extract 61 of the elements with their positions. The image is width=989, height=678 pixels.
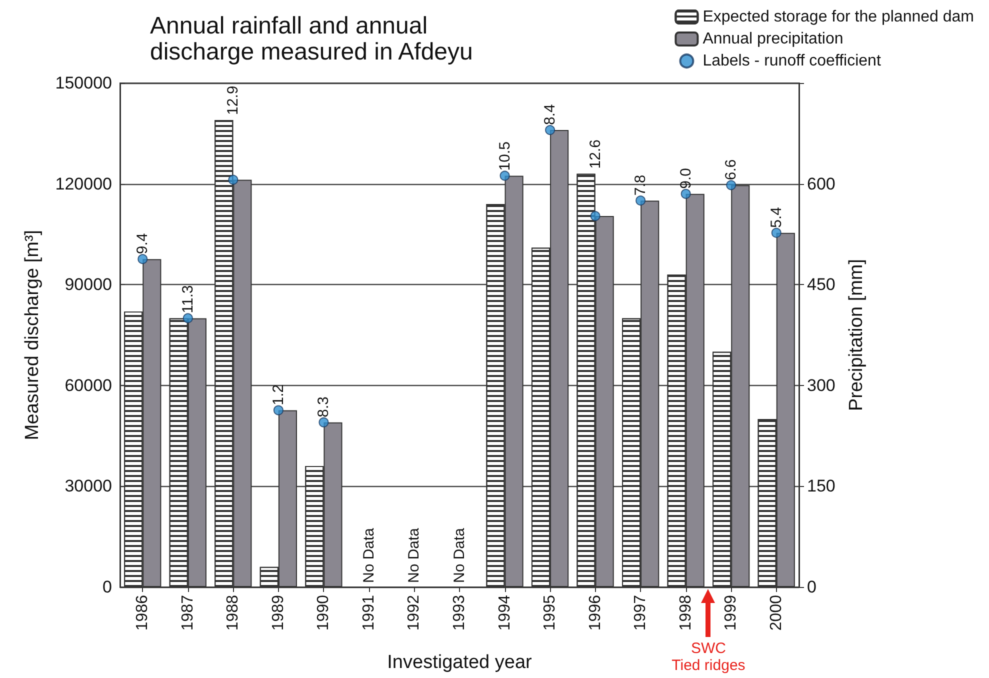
x-axis-title: Investigated year bbox=[387, 652, 533, 673]
point bbox=[680, 188, 691, 199]
y-tick-label: 60000 bbox=[64, 376, 112, 395]
x-tick-label: 1997 bbox=[632, 594, 650, 631]
y-tick-label: 90000 bbox=[64, 275, 112, 294]
point bbox=[726, 180, 736, 190]
y-tick-label: 30000 bbox=[64, 476, 112, 496]
annotation: 12.6 bbox=[586, 140, 604, 169]
annotation: 12.9 bbox=[224, 86, 242, 115]
annotation: 5.4 bbox=[768, 206, 785, 228]
annotation: 8.3 bbox=[315, 396, 332, 418]
x-tick-label: 1993 bbox=[451, 594, 468, 631]
annotation: No Data bbox=[406, 527, 423, 583]
legend-label: Labels - runoff coefficient bbox=[702, 52, 882, 70]
annotation: 7.8 bbox=[632, 174, 650, 196]
annotation: 10.5 bbox=[496, 142, 514, 171]
x-tick-label: 1999 bbox=[722, 594, 740, 631]
point bbox=[228, 174, 238, 185]
chart-title: Annual rainfall and annual discharge measured in Afdeyu bbox=[150, 12, 473, 66]
y-tick-label: 150000 bbox=[55, 74, 112, 92]
x-tick-label: 1991 bbox=[360, 594, 378, 631]
legend-label: Annual precipitation bbox=[702, 30, 844, 48]
x-tick-label: 1994 bbox=[496, 594, 514, 631]
annotation: No Data bbox=[451, 527, 468, 583]
y2-tick-label: 150 bbox=[807, 476, 836, 496]
y-tick-label: 120000 bbox=[55, 174, 112, 194]
annotation: 11.3 bbox=[179, 285, 196, 314]
y-tick-label: 0 bbox=[102, 578, 112, 596]
point bbox=[636, 196, 646, 206]
annotation: 8.4 bbox=[542, 104, 559, 126]
annotation: 9.4 bbox=[134, 233, 152, 254]
annotation: No Data bbox=[360, 527, 378, 583]
x-tick-label: 1986 bbox=[134, 594, 152, 631]
x-tick-label: 1989 bbox=[270, 594, 287, 631]
y2-tick-label: 450 bbox=[807, 275, 836, 294]
y-axis-title: Measured discharge [m³] bbox=[22, 230, 43, 440]
annotation: 9.0 bbox=[677, 168, 694, 189]
y2-tick-label: 300 bbox=[807, 376, 836, 395]
x-tick-label: 1990 bbox=[315, 594, 332, 631]
point bbox=[182, 313, 193, 324]
x-tick-label: 1988 bbox=[224, 594, 242, 631]
x-tick-label: 1987 bbox=[179, 594, 196, 631]
annotation: 1.2 bbox=[270, 384, 287, 406]
x-tick-label: 2000 bbox=[768, 594, 785, 631]
x-tick-label: 1992 bbox=[406, 594, 423, 631]
legend-label: Expected storage for the planned dam bbox=[702, 8, 974, 26]
x-tick-label: 1995 bbox=[542, 594, 559, 631]
point bbox=[500, 170, 510, 181]
x-tick-label: 1998 bbox=[677, 594, 694, 631]
point bbox=[771, 228, 782, 238]
x-tick-label: 1996 bbox=[586, 594, 604, 631]
y2-axis-title: Precipitation [mm] bbox=[846, 258, 867, 412]
point bbox=[138, 254, 148, 264]
y2-tick-label: 0 bbox=[807, 578, 816, 596]
annotation: 6.6 bbox=[722, 159, 740, 180]
y2-tick-label: 600 bbox=[807, 174, 836, 194]
point bbox=[590, 211, 600, 222]
point bbox=[545, 125, 556, 136]
text: SWC Tied ridges bbox=[672, 640, 746, 674]
point bbox=[318, 417, 329, 428]
point bbox=[273, 405, 284, 416]
